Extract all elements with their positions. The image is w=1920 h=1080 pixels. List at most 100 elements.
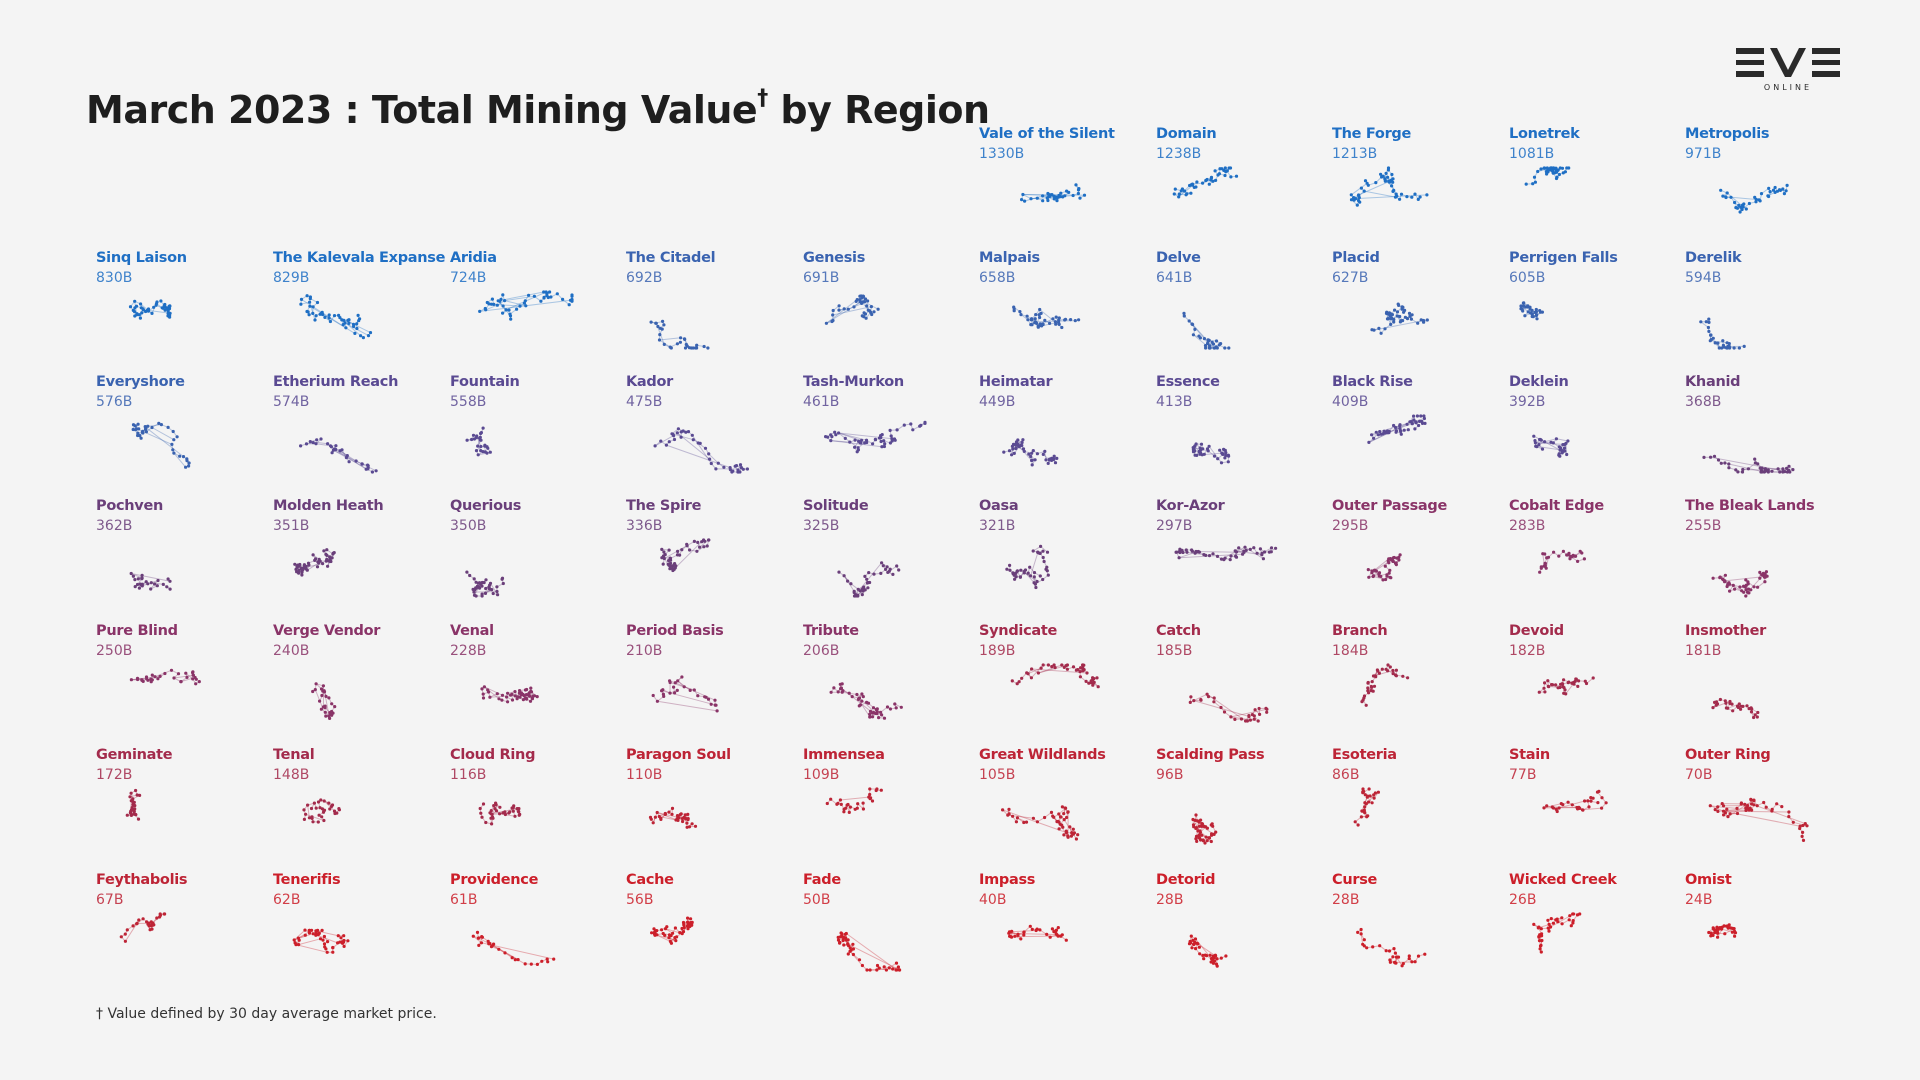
map-node [870,799,875,803]
map-node [899,705,903,709]
map-node [1770,807,1774,811]
map-node [1731,583,1735,587]
map-node [1205,692,1209,696]
map-node [846,307,850,311]
map-node [465,438,469,442]
map-node [129,813,133,817]
map-node [1360,809,1364,813]
map-node [881,564,885,568]
map-node [1195,180,1199,184]
map-node [846,579,850,583]
map-node [326,940,330,944]
map-node [1758,570,1762,574]
map-node [839,935,843,939]
map-node [129,809,133,813]
map-nodes [1010,663,1100,689]
map-node [855,806,859,810]
map-node [1207,554,1212,558]
map-nodes [1188,692,1269,723]
map-node [1366,686,1370,690]
region-value: 184B [1332,643,1369,659]
map-node [1084,679,1088,683]
map-node [1366,794,1370,798]
map-node [331,950,335,954]
map-node [1217,172,1221,176]
region-molden-heath: Molden Heath 351B [273,498,449,620]
map-node [1533,180,1537,184]
map-node [163,912,167,916]
region-map [478,290,574,321]
map-node [1526,310,1530,314]
map-node [123,939,127,943]
map-node [669,934,673,938]
map-node [1065,815,1069,820]
map-edge [666,444,731,469]
map-node [863,297,868,301]
map-node [1545,172,1549,176]
map-node [1368,794,1372,798]
map-node [187,464,191,468]
map-node [884,567,888,571]
map-node [1007,449,1012,453]
map-node [847,810,851,814]
map-node [1714,703,1718,707]
map-node [695,549,699,553]
map-node [1582,557,1586,561]
map-node [1072,831,1076,835]
region-name: Period Basis [626,623,724,639]
map-node [1388,665,1392,669]
map-node [686,817,690,821]
map-node [184,465,188,469]
map-node [1389,322,1393,326]
map-node [129,571,133,576]
map-node [1201,953,1205,957]
map-node [1218,167,1222,171]
map-node [1030,318,1034,322]
map-nodes [825,787,883,814]
region-feythabolis: Feythabolis 67B [96,872,272,994]
map-node [515,697,519,701]
region-tenerifis: Tenerifis 62B [273,872,449,994]
map-node [131,427,135,432]
map-node [314,682,318,686]
map-node [346,318,350,322]
map-node [1011,814,1015,818]
map-node [505,695,509,699]
map-nodes [1366,553,1402,582]
map-node [155,584,159,588]
map-node [328,807,332,811]
map-node [1064,938,1068,942]
map-node [868,712,872,716]
map-node [1219,557,1224,561]
region-value: 70B [1685,767,1713,783]
map-node [879,710,883,714]
map-node [856,697,860,701]
map-node [1057,318,1061,322]
map-node [546,295,550,300]
map-node [890,439,894,443]
map-edge [497,300,511,317]
map-node [1756,710,1760,715]
map-node [1030,667,1034,671]
map-node [1530,308,1534,312]
map-node [685,825,689,829]
map-node [1202,452,1206,456]
region-name: Esoteria [1332,747,1397,763]
map-node [1022,820,1026,825]
map-edge [1535,441,1552,444]
map-node [1362,694,1367,698]
region-etherium-reach: Etherium Reach 574B [273,374,449,496]
map-node [1534,310,1538,314]
map-node [1265,710,1269,714]
map-node [470,437,474,442]
map-node [675,688,679,692]
map-node [706,346,710,350]
region-tenal: Tenal 148B [273,747,449,869]
map-node [1754,200,1758,204]
map-node [1248,718,1252,722]
map-node [1228,166,1233,170]
map-node [1363,793,1367,797]
map-node [1002,450,1006,454]
map-node [895,428,899,432]
map-node [1758,466,1762,470]
